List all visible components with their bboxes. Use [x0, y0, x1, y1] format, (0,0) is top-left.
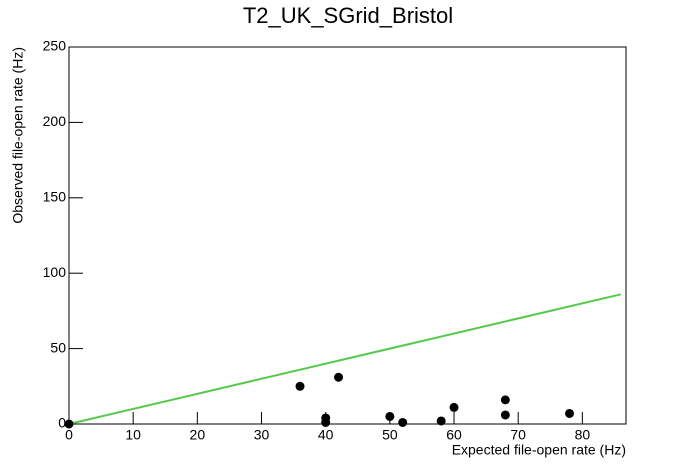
y-tick-label: 250 [43, 38, 67, 54]
data-point [449, 402, 459, 412]
y-tick-label: 50 [50, 339, 66, 355]
x-tick-label: 0 [65, 427, 73, 443]
x-tick-label: 20 [190, 427, 206, 443]
data-point [321, 417, 331, 427]
x-tick-label: 80 [575, 427, 591, 443]
data-point [500, 395, 510, 405]
y-tick-label: 150 [43, 189, 67, 205]
y-tick-label: 200 [43, 113, 67, 129]
x-tick-label: 60 [446, 427, 462, 443]
data-point [398, 417, 408, 427]
y-tick-label: 0 [58, 415, 66, 431]
y-tick-label: 100 [43, 264, 67, 280]
data-point [385, 411, 395, 421]
data-point [436, 416, 446, 426]
data-point [64, 419, 74, 429]
plot-frame [68, 46, 627, 425]
chart-title: T2_UK_SGrid_Bristol [243, 3, 453, 28]
x-tick-label: 40 [318, 427, 334, 443]
x-tick-label: 30 [254, 427, 270, 443]
data-point [295, 381, 305, 391]
y-axis-title: Observed file-open rate (Hz) [10, 47, 26, 224]
x-tick-label: 50 [382, 427, 398, 443]
data-point [565, 408, 575, 418]
x-axis-title: Expected file-open rate (Hz) [452, 442, 626, 458]
x-tick-label: 10 [125, 427, 141, 443]
data-point [334, 372, 344, 382]
data-point [500, 410, 510, 420]
x-tick-label: 70 [510, 427, 526, 443]
fit-line [68, 293, 622, 425]
